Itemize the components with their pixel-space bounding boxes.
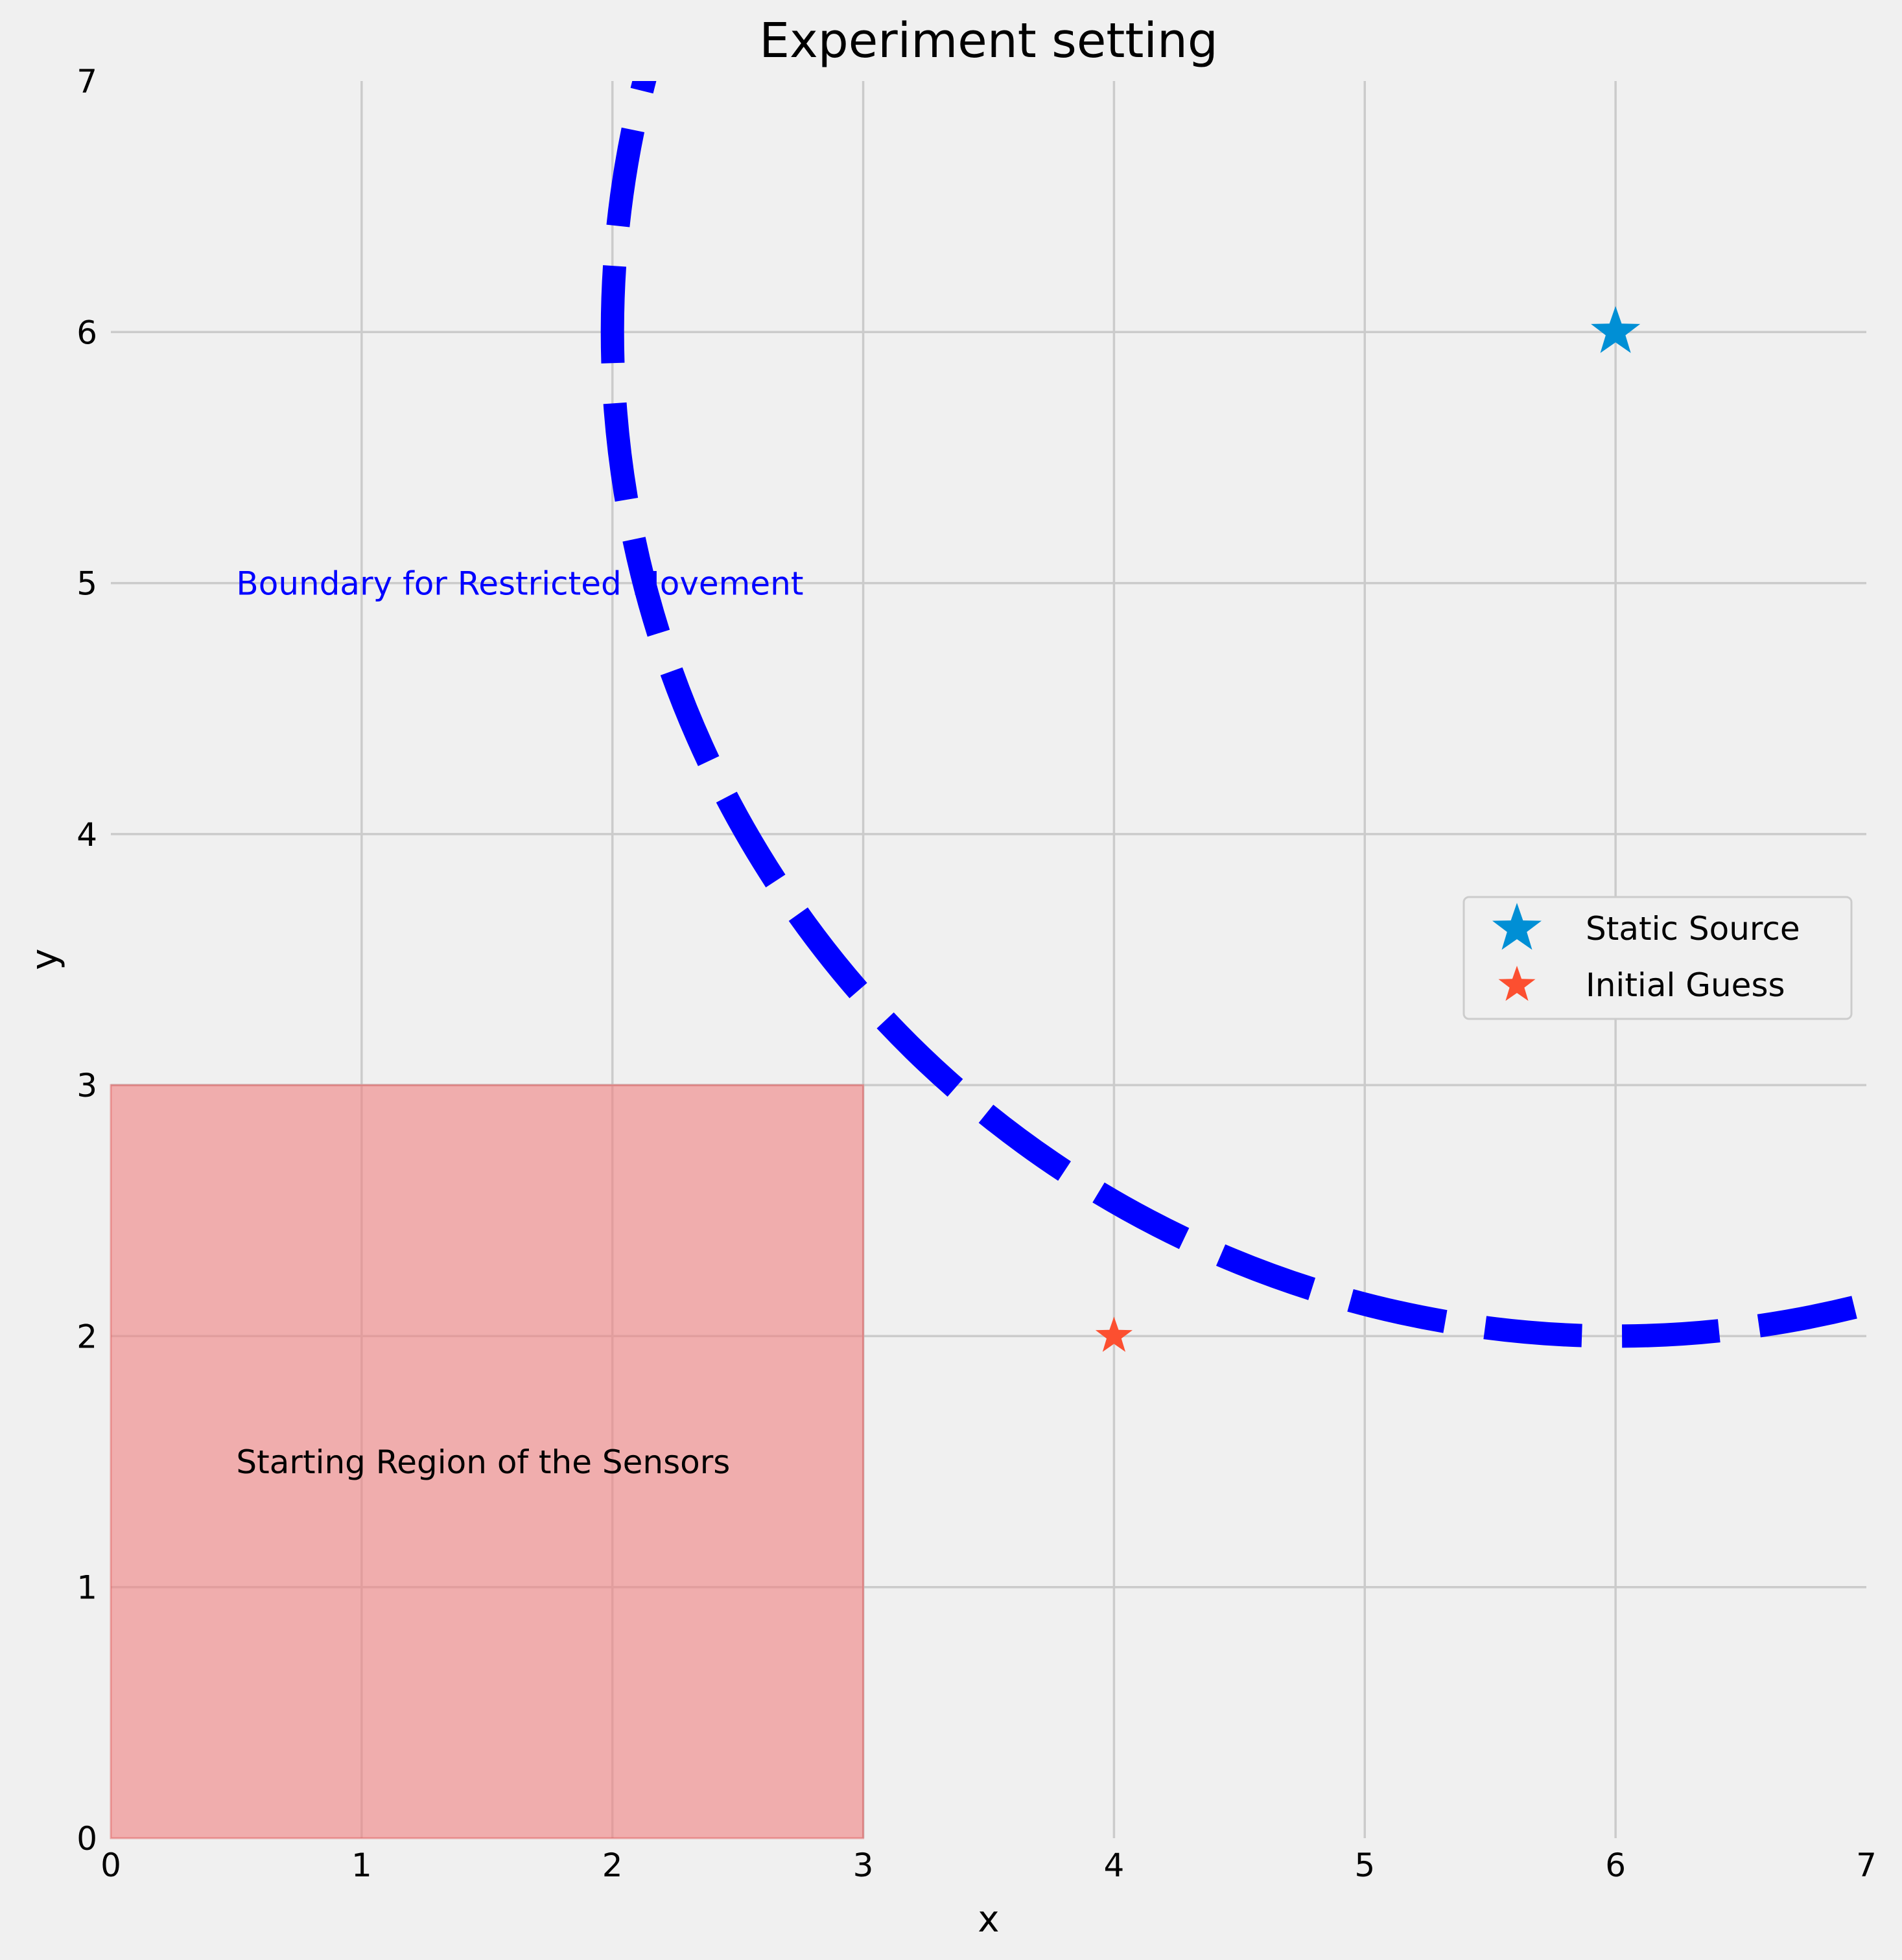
y-tick-label: 0 [76,1820,97,1858]
y-axis-label: y [24,948,66,970]
annotation-boundary-for-restricted-movement: Boundary for Restricted Movement [236,565,803,603]
x-tick-label: 7 [1856,1847,1877,1884]
legend-box [1462,896,1853,1020]
initial-guess-marker [1095,1316,1133,1352]
x-tick-label: 6 [1605,1847,1626,1884]
x-tick-label: 2 [602,1847,623,1884]
starting-region [110,1084,865,1839]
y-tick-label: 1 [76,1569,97,1607]
starting-region-layer [110,1084,865,1839]
legend-marker-initial-guess [1498,966,1536,1001]
points-layer [1095,306,1641,1352]
legend: Static Source Initial Guess [1462,896,1853,1020]
x-tick-label: 5 [1354,1847,1375,1884]
x-tick-label: 4 [1104,1847,1125,1884]
x-tick-label: 1 [351,1847,372,1884]
y-tick-label: 3 [76,1067,97,1104]
legend-marker-static-source [1492,903,1542,950]
y-tick-label: 4 [76,816,97,854]
legend-markers [1492,903,1542,1001]
annotation-starting-region-of-the-sensors: Starting Region of the Sensors [236,1443,730,1481]
ticks-layer: 0 1 2 3 4 5 6 7 0 1 2 3 4 5 6 7 [76,63,1877,1884]
y-tick-label: 2 [76,1318,97,1355]
legend-label-initial-guess: Initial Guess [1586,966,1785,1004]
y-tick-label: 6 [76,314,97,351]
y-tick-label: 5 [76,565,97,603]
y-tick-label: 7 [76,63,97,100]
restricted-movement-boundary [601,81,1866,1348]
legend-label-static-source: Static Source [1586,910,1800,948]
boundary-layer [601,81,1866,1348]
x-axis-label: x [978,1898,999,1941]
x-tick-label: 3 [853,1847,874,1884]
x-tick-label: 0 [100,1847,121,1884]
chart-title: Experiment setting [759,13,1218,69]
annotations-layer: Boundary for Restricted Movement Starting… [236,565,803,1482]
static-source-marker [1591,306,1641,353]
